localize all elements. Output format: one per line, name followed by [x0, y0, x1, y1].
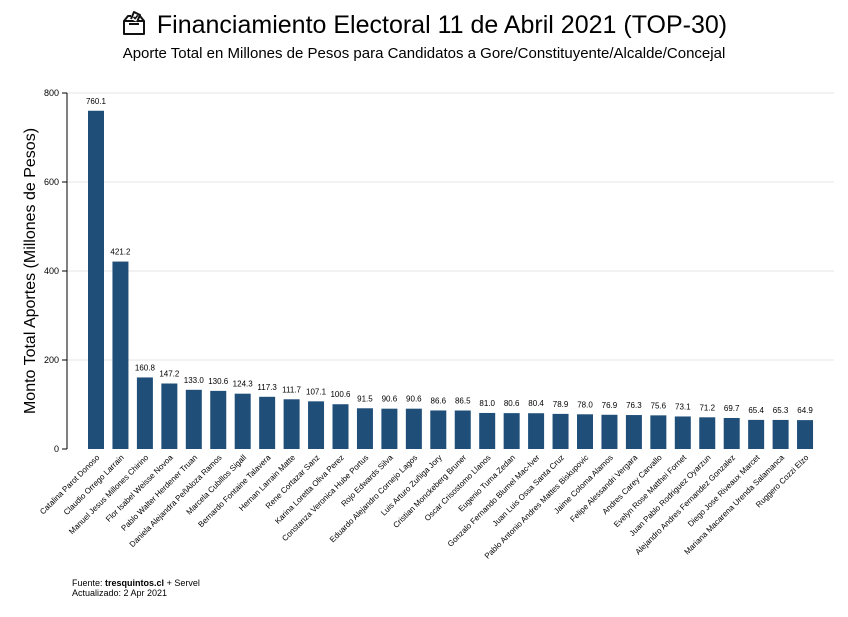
- bar: [748, 419, 765, 449]
- bar: [552, 413, 569, 449]
- y-axis-ticks: 0 200 400 600 800: [44, 88, 67, 454]
- bar: [577, 414, 593, 449]
- value-label: 69.7: [724, 404, 740, 413]
- y-tick-label: 800: [44, 88, 59, 98]
- bar: [772, 419, 789, 449]
- value-label: 80.4: [528, 399, 544, 408]
- bar: [136, 377, 153, 449]
- bar: [528, 413, 545, 449]
- bar: [283, 399, 300, 449]
- y-axis-label: Monto Total Aportes (Millones de Pesos): [22, 128, 39, 414]
- value-label: 80.6: [504, 399, 520, 408]
- source-note: Fuente: tresquintos.cl + Servel Actualiz…: [72, 578, 200, 598]
- bar: [503, 413, 520, 449]
- gridlines: [67, 92, 834, 361]
- bar: [479, 412, 496, 449]
- value-label: 65.4: [748, 406, 764, 415]
- value-label: 86.5: [455, 397, 471, 406]
- value-label: 75.6: [651, 401, 667, 410]
- bar: [650, 415, 667, 449]
- bar: [723, 417, 740, 449]
- bars: [88, 110, 814, 450]
- value-label: 91.5: [357, 394, 373, 403]
- bar: [601, 414, 618, 449]
- bar: [356, 408, 373, 449]
- value-label: 76.3: [626, 401, 642, 410]
- bar: [454, 410, 471, 449]
- value-label: 73.1: [675, 402, 691, 411]
- value-label: 71.2: [699, 403, 715, 412]
- value-label: 81.0: [479, 399, 495, 408]
- title-row: Financiamiento Electoral 11 de Abril 202…: [0, 10, 848, 41]
- value-label: 90.6: [382, 395, 398, 404]
- value-label: 78.0: [577, 400, 593, 409]
- bar: [161, 383, 178, 449]
- bar: [430, 410, 447, 449]
- y-tick-label: 600: [44, 177, 59, 187]
- y-tick-label: 400: [44, 266, 59, 276]
- bar: [112, 261, 129, 449]
- value-label: 117.3: [257, 383, 277, 392]
- value-label: 421.2: [110, 248, 131, 257]
- bar: [699, 417, 716, 449]
- y-tick-label: 200: [44, 355, 59, 365]
- value-label: 86.6: [431, 396, 447, 405]
- value-label: 133.0: [184, 376, 205, 385]
- value-label: 760.1: [86, 97, 107, 106]
- value-label: 64.9: [797, 406, 813, 415]
- value-label: 130.6: [208, 377, 229, 386]
- bar: [674, 416, 691, 449]
- value-label: 107.1: [306, 387, 327, 396]
- bar: [332, 404, 349, 449]
- source-site: tresquintos.cl: [105, 578, 165, 588]
- value-label: 147.2: [159, 369, 180, 378]
- bar: [308, 401, 325, 449]
- bar: [88, 110, 104, 450]
- bar: [210, 390, 227, 449]
- value-label: 100.6: [330, 390, 351, 399]
- bar: [625, 415, 642, 449]
- bar: [405, 408, 422, 449]
- source-rest: + Servel: [166, 578, 200, 588]
- chart-title: Financiamiento Electoral 11 de Abril 202…: [156, 11, 728, 39]
- source-label: Fuente:: [72, 578, 103, 588]
- bar: [185, 389, 202, 449]
- bar: [381, 408, 398, 449]
- source-line: Fuente: tresquintos.cl + Servel: [72, 578, 200, 588]
- bar: [259, 396, 276, 449]
- chart-header: Financiamiento Electoral 11 de Abril 202…: [0, 10, 848, 62]
- chart-subtitle: Aporte Total en Millones de Pesos para C…: [122, 45, 726, 62]
- bar: [797, 420, 814, 449]
- value-label: 65.3: [773, 406, 789, 415]
- value-label: 76.9: [602, 401, 618, 410]
- value-label: 111.7: [282, 385, 301, 394]
- value-label: 160.8: [135, 363, 156, 372]
- value-label: 90.6: [406, 395, 422, 404]
- bar: [234, 393, 251, 449]
- ballot-box-icon: [121, 10, 147, 41]
- y-tick-label: 0: [54, 444, 59, 454]
- updated-date: Actualizado: 2 Apr 2021: [72, 588, 168, 598]
- value-label: 124.3: [233, 380, 254, 389]
- value-label: 78.9: [553, 400, 569, 409]
